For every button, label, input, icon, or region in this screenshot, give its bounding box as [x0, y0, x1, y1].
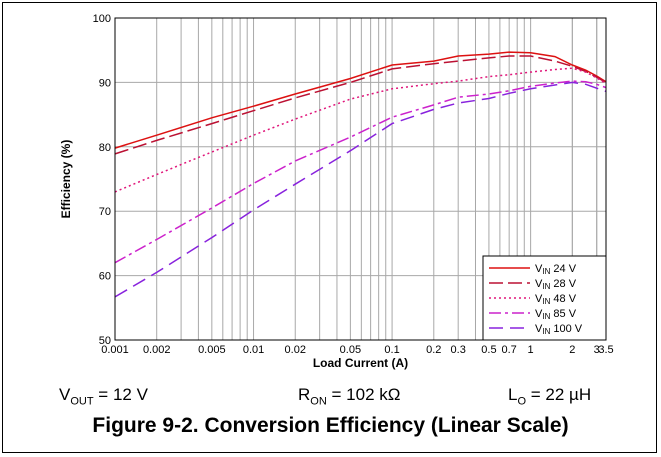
legend-label: VIN 28 V: [535, 278, 577, 291]
y-tick-label: 60: [99, 271, 111, 283]
series-line-vin-28v: [114, 55, 607, 155]
x-tick-label: 0.001: [101, 344, 129, 356]
x-tick-label: 0.05: [340, 344, 361, 356]
vout-condition: VOUT = 12 V: [59, 385, 148, 408]
x-tick-labels: 0.001 0.002 0.005 0.01 0.02 0.05 0.1 0.2 0.3 0.5 0…: [101, 344, 613, 356]
x-tick-label: 0.1: [384, 344, 399, 356]
legend-label: VIN 48 V: [535, 293, 577, 306]
y-tick-labels: 50 60 70 80 90 100: [93, 13, 111, 347]
x-axis-label: Load Current (A): [313, 356, 408, 370]
legend-box: [482, 255, 607, 341]
legend: VIN 24 V VIN 28 V VIN 48 V VIN 85 V VIN 100 …: [482, 255, 607, 341]
x-tick-label: 1: [528, 344, 534, 356]
legend-label: VIN 24 V: [535, 263, 577, 276]
legend-label: VIN 100 V: [535, 323, 583, 336]
x-tick-label: 0.02: [285, 344, 306, 356]
series-line-vin-85v: [114, 80, 607, 264]
x-tick-label: 0.01: [243, 344, 264, 356]
y-tick-label: 70: [99, 206, 111, 218]
y-tick-label: 80: [99, 142, 111, 154]
lo-condition: LO = 22 µH: [508, 385, 592, 408]
ron-condition: RON = 102 kΩ: [298, 385, 401, 408]
x-tick-label: 0.7: [502, 344, 517, 356]
series-layer: [114, 51, 607, 298]
legend-label: VIN 85 V: [535, 308, 577, 321]
series-line-vin-100v: [114, 81, 607, 298]
x-tick-label: 0.005: [198, 344, 226, 356]
y-tick-label: 50: [99, 335, 111, 347]
y-tick-label: 90: [99, 77, 111, 89]
x-tick-label: 3.5: [598, 344, 613, 356]
plot-border: [114, 17, 607, 341]
figure-caption: Figure 9-2. Conversion Efficiency (Linea…: [92, 414, 569, 437]
series-line-vin-24v: [114, 51, 607, 149]
x-tick-label: 0.3: [451, 344, 466, 356]
x-tick-label: 2: [569, 344, 575, 356]
x-tick-label: 0.2: [426, 344, 441, 356]
x-tick-label: 0.002: [143, 344, 171, 356]
grid-lines: [115, 18, 606, 340]
x-tick-label: 3: [594, 344, 600, 356]
efficiency-chart: 0.001 0.002 0.005 0.01 0.02 0.05 0.1 0.2 0.3 0.5 0…: [59, 13, 614, 370]
y-axis-label: Efficiency (%): [59, 140, 73, 219]
x-tick-label: 0.5: [481, 344, 496, 356]
y-tick-label: 100: [93, 13, 111, 25]
figure-frame: [2, 2, 657, 453]
